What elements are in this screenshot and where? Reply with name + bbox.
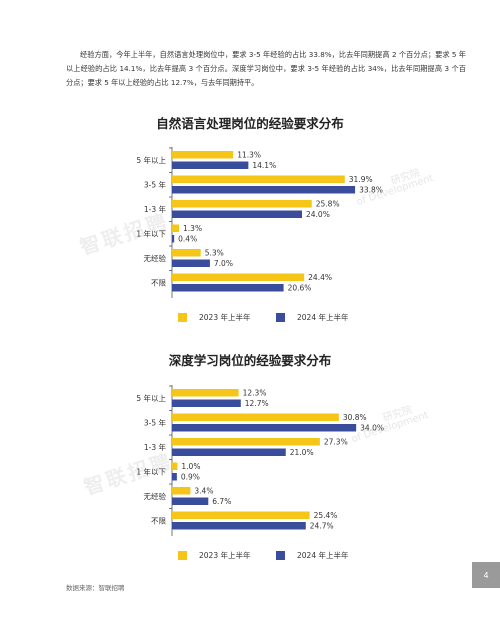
bar-2023 — [172, 511, 310, 519]
category-label: 1-3 年 — [144, 442, 167, 452]
chart2-title: 深度学习岗位的经验要求分布 — [168, 353, 332, 368]
category-label: 不限 — [151, 517, 166, 526]
data-label: 34.0% — [360, 424, 384, 433]
bar-2023 — [172, 249, 201, 257]
bar-2024 — [172, 235, 175, 243]
data-label: 12.7% — [245, 399, 269, 408]
data-label: 30.8% — [343, 413, 367, 422]
legend-label-2024: 2024 年上半年 — [297, 313, 349, 322]
data-label: 3.4% — [194, 487, 213, 496]
data-label: 14.1% — [252, 161, 276, 170]
bar-2023 — [172, 200, 312, 208]
data-label: 12.3% — [243, 389, 267, 398]
data-label: 0.9% — [181, 473, 200, 482]
data-source: 数据来源：智联招聘 — [66, 584, 125, 592]
data-label: 11.3% — [237, 151, 261, 160]
legend-swatch-2024 — [276, 551, 285, 560]
bar-2023 — [172, 462, 178, 470]
chart1-legend-2024: 2024 年上半年 — [276, 312, 348, 323]
bar-2023 — [172, 175, 345, 183]
legend-swatch-2024 — [276, 313, 285, 322]
bar-2023 — [172, 273, 305, 281]
bar-2024 — [172, 448, 286, 456]
legend-swatch-2023 — [178, 551, 187, 560]
bar-2024 — [172, 497, 209, 505]
legend-label-2023: 2023 年上半年 — [199, 313, 251, 322]
data-label: 27.3% — [324, 438, 348, 447]
chart1-title: 自然语言处理岗位的经验要求分布 — [156, 116, 344, 131]
category-label: 3-5 年 — [144, 418, 167, 428]
bar-2024 — [172, 186, 356, 194]
category-label: 不限 — [151, 279, 166, 288]
chart1-legend-2023: 2023 年上半年 — [178, 312, 250, 323]
data-label: 21.0% — [290, 448, 314, 457]
category-label: 5 年以上 — [136, 393, 166, 403]
category-label: 1-3 年 — [144, 204, 167, 214]
data-label: 6.7% — [212, 497, 231, 506]
data-label: 5.3% — [205, 249, 224, 258]
bar-2024 — [172, 259, 210, 267]
bar-2024 — [172, 399, 241, 407]
bar-2023 — [172, 413, 339, 421]
category-label: 无经验 — [144, 253, 167, 263]
data-label: 31.9% — [349, 175, 373, 184]
data-label: 1.3% — [183, 224, 202, 233]
chart2-legend-2023: 2023 年上半年 — [178, 550, 250, 561]
category-label: 5 年以上 — [136, 155, 166, 165]
bar-2023 — [172, 389, 239, 397]
chart1-plot: 5 年以上 11.3%14.1% 3-5 年 31.9% 33.8% 1-3 年 25.8%… — [136, 147, 383, 298]
bar-2024 — [172, 284, 284, 292]
category-label: 3-5 年 — [144, 180, 167, 190]
chart1-legend: 2023 年上半年 2024 年上半年 — [0, 312, 500, 326]
data-label: 1.0% — [181, 462, 200, 471]
legend-label-2023: 2023 年上半年 — [199, 551, 251, 560]
legend-swatch-2023 — [178, 313, 187, 322]
legend-label-2024: 2024 年上半年 — [297, 551, 349, 560]
chart2-legend-2024: 2024 年上半年 — [276, 550, 348, 561]
bar-2023 — [172, 487, 191, 495]
bar-2023 — [172, 151, 234, 159]
bar-2024 — [172, 473, 177, 481]
category-label: 1 年以下 — [136, 467, 166, 477]
data-label: 24.4% — [308, 273, 332, 282]
bar-2023 — [172, 438, 320, 446]
bar-2023 — [172, 224, 180, 232]
category-label: 无经验 — [144, 491, 167, 501]
page-number: 4 — [472, 562, 500, 588]
chart2-legend: 2023 年上半年 2024 年上半年 — [0, 550, 500, 564]
data-label: 33.8% — [359, 186, 383, 195]
data-label: 24.0% — [306, 210, 330, 219]
data-label: 20.6% — [288, 284, 312, 293]
data-label: 25.4% — [314, 511, 338, 520]
data-label: 0.4% — [178, 235, 197, 244]
bar-2024 — [172, 424, 357, 432]
bar-2024 — [172, 522, 306, 530]
category-label: 1 年以下 — [136, 229, 166, 239]
intro-paragraph: 经验方面，今年上半年，自然语言处理岗位中，要求 3-5 年经验的占比 33.8%… — [66, 50, 466, 87]
data-label: 7.0% — [214, 259, 233, 268]
data-label: 25.8% — [316, 200, 340, 209]
bar-2024 — [172, 161, 249, 169]
bar-2024 — [172, 210, 302, 218]
chart2-plot: 5 年以上 12.3%12.7% 3-5 年 30.8% 34.0% 1-3 年 27.3%… — [136, 385, 384, 536]
data-label: 24.7% — [310, 522, 334, 531]
